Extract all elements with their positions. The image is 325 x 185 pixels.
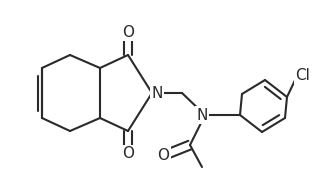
Text: N: N (151, 85, 163, 100)
Text: O: O (157, 147, 169, 162)
Text: N: N (196, 107, 208, 122)
Text: O: O (122, 24, 134, 40)
Text: Cl: Cl (295, 68, 310, 83)
Text: O: O (122, 147, 134, 162)
